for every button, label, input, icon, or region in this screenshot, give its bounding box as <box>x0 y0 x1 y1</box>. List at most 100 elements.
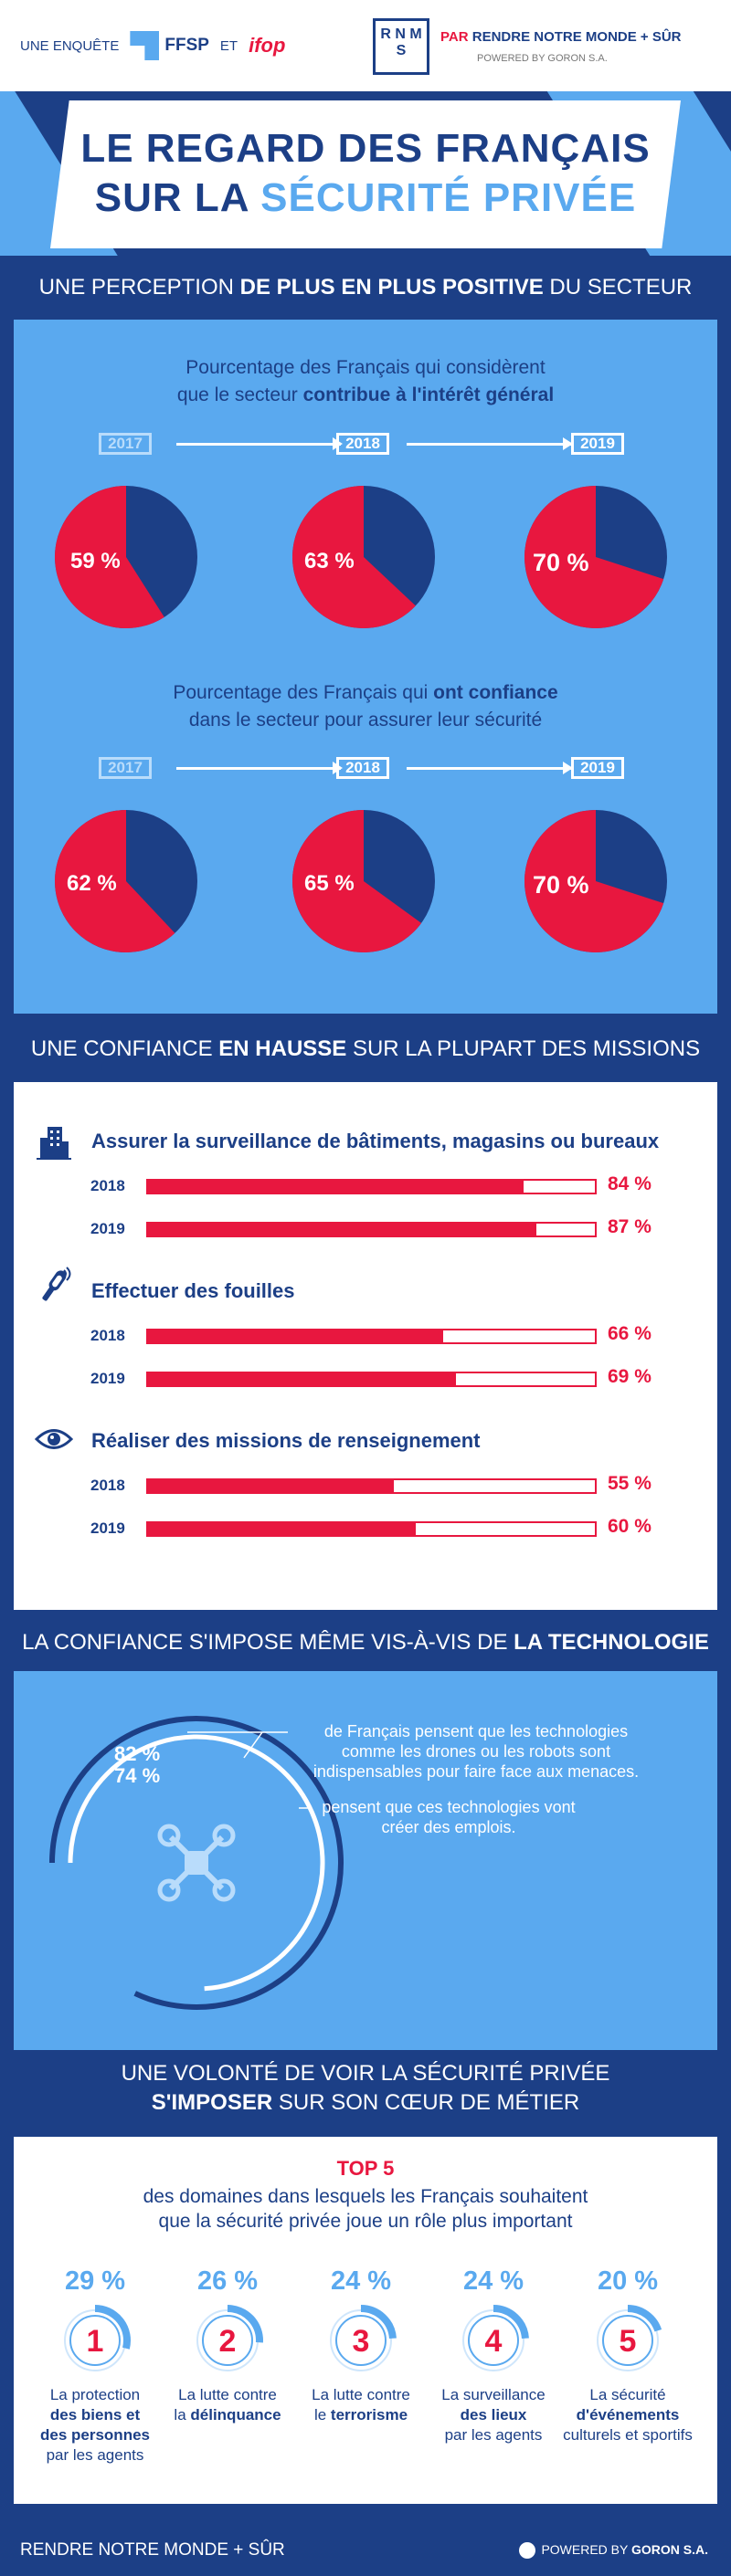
domain-1-label-line4: par les agents <box>46 2446 144 2464</box>
q2-label-2018: 65 % <box>304 871 355 896</box>
domain-4-label-line3: par les agents <box>444 2426 543 2444</box>
ffsp-mark-icon <box>130 31 160 60</box>
domain-3-label-line1: La lutte contre <box>312 2386 410 2403</box>
top5-subtitle-line1: des domaines dans lesquels les Français … <box>143 2186 588 2207</box>
ring-inner <box>335 2315 387 2366</box>
bar-fill <box>148 1373 457 1385</box>
tech-pct-2: 74 % <box>114 1764 161 1787</box>
rank-number: 5 <box>620 2324 637 2359</box>
ring-fill <box>360 2305 397 2339</box>
ring-inner <box>202 2315 253 2366</box>
domain-3-label-line2: le <box>313 2406 327 2424</box>
ffsp-logo-text: FFSP <box>164 36 209 55</box>
arrow-icon <box>407 762 573 774</box>
domain-2-label-line2: la <box>174 2406 186 2424</box>
by-line: PAR RENDRE NOTRE MONDE + SÛR <box>440 29 682 45</box>
mission-3-bar-2018 <box>146 1478 597 1494</box>
section2-heading-c: SUR LA PLUPART DES MISSIONS <box>352 1036 701 1061</box>
domain-2-ring: 2 <box>196 2305 263 2371</box>
ring-inner <box>69 2315 121 2366</box>
page-title-line1: LE REGARD DES FRANÇAIS <box>80 126 651 171</box>
page-title-line2: SUR LA SÉCURITÉ PRIVÉE <box>0 175 731 221</box>
metal-detector-icon <box>42 1267 71 1301</box>
pie-positive-slice <box>54 486 164 628</box>
q2-pie-2019 <box>524 810 667 952</box>
q1-pie-2018 <box>292 486 435 628</box>
domain-1-label-line3: des personnes <box>40 2426 150 2444</box>
domain-1-pct: 29 % <box>64 2266 126 2296</box>
goron-logo-icon <box>519 2542 536 2560</box>
ring-fill <box>493 2305 529 2339</box>
domain-3-label: La lutte contre le terrorisme <box>292 2385 429 2425</box>
q2-pie-2017 <box>54 810 197 952</box>
domain-4-label: La surveillance des lieux par les agents <box>425 2385 562 2445</box>
q1-caption-line2-b: contribue à l'intérêt général <box>302 384 555 405</box>
and-label: ET <box>219 37 238 54</box>
domain-5-label: La sécurité d'événements culturels et sp… <box>559 2385 696 2445</box>
section4-heading-line2-b: SUR SON CŒUR DE MÉTIER <box>278 2090 580 2115</box>
ifop-logo: ifop <box>249 34 286 57</box>
top5-subtitle-line2: que la sécurité privée joue un rôle plus… <box>158 2211 573 2232</box>
domain-4-label-line2: des lieux <box>460 2406 527 2424</box>
q1-caption: Pourcentage des Français qui considèrent… <box>14 354 717 409</box>
section1-heading-c: DU SECTEUR <box>549 275 693 300</box>
section3-heading-b: LA TECHNOLOGIE <box>514 1630 709 1655</box>
mission-2-title: Effectuer des fouilles <box>91 1279 295 1302</box>
perception-panel: Pourcentage des Français qui considèrent… <box>14 320 717 1014</box>
domain-5-pct: 20 % <box>597 2266 659 2296</box>
mission-3-year-2018: 2018 <box>90 1477 125 1494</box>
connector-line <box>243 1731 263 1759</box>
technology-graphic <box>49 1716 344 2010</box>
mission-3-value-2018: 55 % <box>608 1473 652 1494</box>
section1-heading-b: DE PLUS EN PLUS POSITIVE <box>239 275 544 300</box>
top5-panel: TOP 5 des domaines dans lesquels les Fra… <box>14 2137 717 2504</box>
q1-pie-2019 <box>524 486 667 628</box>
domain-1-ring: 1 <box>64 2305 131 2371</box>
rank-number: 2 <box>219 2324 237 2359</box>
title-card <box>50 100 681 248</box>
powered-by: POWERED BY GORON S.A. <box>477 53 608 64</box>
q1-caption-line1: Pourcentage des Français qui considèrent <box>185 357 546 378</box>
q1-caption-line2: que le secteur contribue à l'intérêt gén… <box>14 382 717 409</box>
ring-fill <box>227 2305 263 2343</box>
missions-panel: Assurer la surveillance de bâtiments, ma… <box>14 1082 717 1610</box>
ring-inner <box>468 2315 519 2366</box>
bar-fill <box>148 1480 394 1492</box>
q2-pie-2018 <box>292 810 435 952</box>
mission-2-value-2019: 69 % <box>608 1366 652 1387</box>
q1-label-2017: 59 % <box>70 549 121 573</box>
tech-text-1-line3: indispensables pour faire face aux menac… <box>313 1762 640 1781</box>
mission-1-title: Assurer la surveillance de bâtiments, ma… <box>91 1130 660 1152</box>
domain-2-label-line1: La lutte contre <box>178 2386 277 2403</box>
q1-year-2018: 2018 <box>336 433 389 455</box>
pie-positive-slice <box>54 810 175 952</box>
arc-jobs <box>68 1734 325 1992</box>
ffsp-logo: FFSP <box>130 31 209 60</box>
q2-caption: Pourcentage des Français qui ont confian… <box>14 679 717 734</box>
mission-3-bar-2019 <box>146 1521 597 1537</box>
footer: RENDRE NOTRE MONDE + SÛR POWERED BY GORO… <box>0 2520 731 2576</box>
tech-text-2-line1: pensent que ces technologies vont <box>322 1798 576 1816</box>
mission-1-value-2018: 84 % <box>608 1173 652 1194</box>
rank-number: 4 <box>485 2324 503 2359</box>
rnms-name: RENDRE NOTRE MONDE + SÛR <box>471 29 682 45</box>
section3-heading: LA CONFIANCE S'IMPOSE MÊME VIS-À-VIS DE … <box>0 1630 731 1656</box>
tech-text-1-line2: comme les drones ou les robots sont <box>341 1742 611 1761</box>
arc-indispensable <box>49 1716 344 2010</box>
q1-caption-line2-a: que le secteur <box>176 384 298 405</box>
technology-arcs <box>49 1716 344 2010</box>
q2-label-2019: 70 % <box>533 871 589 899</box>
pie-positive-slice <box>524 810 664 952</box>
q1-pie-2017 <box>54 486 197 628</box>
survey-label: UNE ENQUÊTE <box>20 37 120 54</box>
page-title-accent: SÉCURITÉ PRIVÉE <box>260 175 637 220</box>
mission-1-year-2019: 2019 <box>90 1220 125 1237</box>
footer-powered-by: POWERED BY <box>541 2542 629 2557</box>
arrow-icon <box>176 437 343 450</box>
mission-1-year-2018: 2018 <box>90 1177 125 1194</box>
domain-1: 29 % 1 La protection des biens et des pe… <box>26 2266 164 2466</box>
tech-text-2-line2: créer des emplois. <box>381 1818 516 1836</box>
pie-positive-slice <box>524 486 664 628</box>
bar-fill <box>148 1523 417 1535</box>
